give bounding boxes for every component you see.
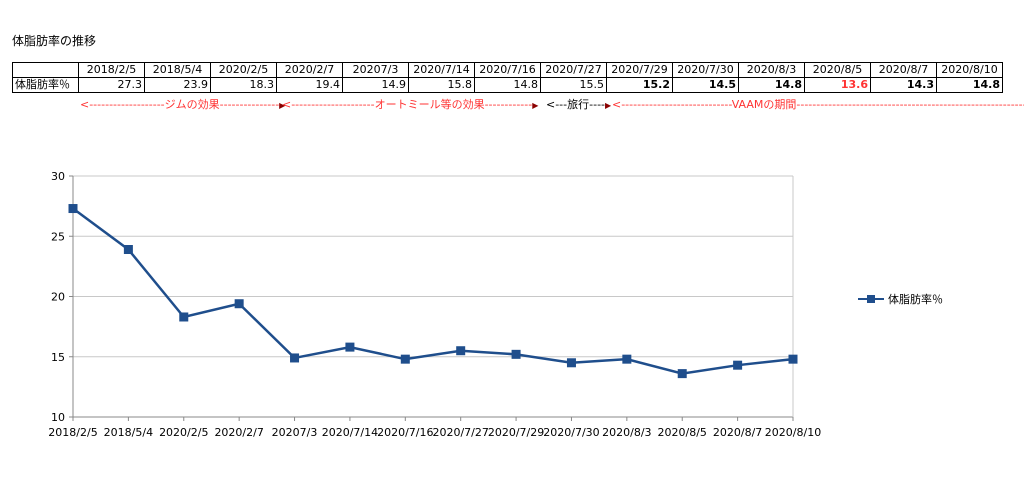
x-tick-label: 2020/2/5 bbox=[159, 426, 208, 439]
data-point bbox=[677, 369, 687, 379]
arrowhead-icon: ▶ bbox=[605, 101, 612, 110]
table-header-cell: 2020/2/7 bbox=[276, 62, 343, 78]
table-cell: 23.9 bbox=[144, 77, 211, 93]
x-tick-label: 2020/8/3 bbox=[602, 426, 651, 439]
table-header-row: 2018/2/5 2018/5/4 2020/2/5 2020/2/7 20207/3 2… bbox=[12, 62, 1003, 78]
annotation-gym: <-------------------ジムの効果---------------… bbox=[80, 98, 286, 111]
table-cell: 27.3 bbox=[78, 77, 145, 93]
y-tick-label: 10 bbox=[51, 411, 65, 424]
x-tick-label: 2020/7/29 bbox=[488, 426, 544, 439]
arrowhead-icon: ▶ bbox=[532, 101, 539, 110]
x-tick-label: 2020/7/27 bbox=[432, 426, 488, 439]
x-tick-label: 2020/7/14 bbox=[322, 426, 378, 439]
y-tick-label: 15 bbox=[51, 351, 65, 364]
series-line bbox=[72, 207, 794, 375]
data-point bbox=[345, 342, 355, 352]
x-tick-label: 2018/2/5 bbox=[48, 426, 97, 439]
x-tick-label: 2020/8/5 bbox=[658, 426, 707, 439]
data-point bbox=[456, 346, 466, 356]
table-header-cell: 2020/7/29 bbox=[606, 62, 673, 78]
table-cell: 14.9 bbox=[342, 77, 409, 93]
table-cell: 15.5 bbox=[540, 77, 607, 93]
data-point bbox=[290, 353, 300, 363]
data-point bbox=[788, 354, 798, 364]
annotation-travel: <---旅行----▶ bbox=[546, 98, 612, 111]
data-point bbox=[622, 354, 632, 364]
x-tick-label: 2020/8/10 bbox=[765, 426, 821, 439]
table-cell: 19.4 bbox=[276, 77, 343, 93]
table-cell: 14.8 bbox=[936, 77, 1003, 93]
table-header-cell: 20207/3 bbox=[342, 62, 409, 78]
table-cell: 14.8 bbox=[738, 77, 805, 93]
table-row: 体脂肪率％ 27.3 23.9 18.3 19.4 14.9 15.8 14.8 15.5 15… bbox=[12, 77, 1003, 93]
annotation-oatmeal: <---------------------オートミール等の効果--------… bbox=[282, 98, 539, 111]
table-cell: 15.8 bbox=[408, 77, 475, 93]
arrowhead-icon: ▶ bbox=[279, 101, 286, 110]
legend-marker-icon bbox=[858, 295, 884, 303]
x-tick-label: 2020/7/16 bbox=[377, 426, 433, 439]
data-point bbox=[179, 312, 189, 322]
data-point bbox=[566, 358, 576, 368]
table-cell: 18.3 bbox=[210, 77, 277, 93]
data-point bbox=[400, 354, 410, 364]
data-point bbox=[123, 245, 133, 255]
table-header-cell: 2020/8/5 bbox=[804, 62, 871, 78]
data-point bbox=[234, 299, 244, 309]
table-cell: 13.6 bbox=[804, 77, 871, 93]
chart-legend: 体脂肪率％ bbox=[858, 291, 943, 307]
y-tick-label: 25 bbox=[51, 230, 65, 243]
data-point bbox=[68, 204, 78, 214]
table-row-label: 体脂肪率％ bbox=[12, 77, 79, 93]
y-tick-label: 30 bbox=[51, 170, 65, 183]
page-title: 体脂肪率の推移 bbox=[12, 34, 97, 48]
legend-label: 体脂肪率％ bbox=[888, 293, 943, 306]
annotation-vaam: <----------------------------VAAMの期間----… bbox=[612, 98, 1024, 111]
data-table: 2018/2/5 2018/5/4 2020/2/5 2020/2/7 20207/3 2… bbox=[12, 62, 1003, 93]
x-tick-label: 2020/8/7 bbox=[713, 426, 762, 439]
data-point bbox=[733, 360, 743, 370]
x-tick-label: 2020/2/7 bbox=[214, 426, 263, 439]
data-point bbox=[511, 349, 521, 359]
x-tick-label: 20207/3 bbox=[272, 426, 318, 439]
y-tick-label: 20 bbox=[51, 291, 65, 304]
table-cell: 14.5 bbox=[672, 77, 739, 93]
x-tick-label: 2020/7/30 bbox=[543, 426, 599, 439]
table-cell: 14.3 bbox=[870, 77, 937, 93]
x-tick-label: 2018/5/4 bbox=[104, 426, 153, 439]
table-cell: 15.2 bbox=[606, 77, 673, 93]
